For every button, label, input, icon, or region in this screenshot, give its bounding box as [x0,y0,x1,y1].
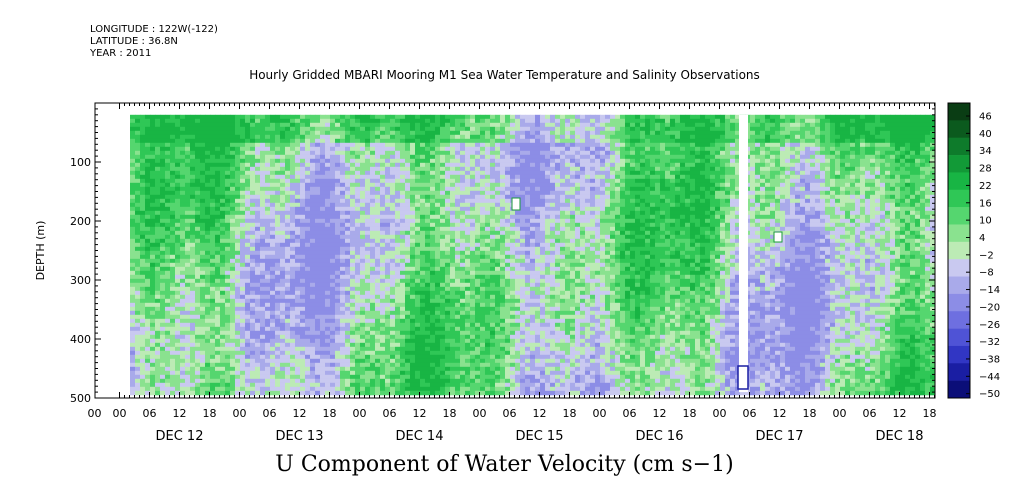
x-tick-label: 12 [893,407,907,420]
longitude-label: LONGITUDE : 122W(-122) [90,24,218,35]
colorbar-label: 28 [979,164,992,175]
y-tick-label: 500 [70,392,91,405]
colorbar-label: −32 [979,337,1000,348]
x-tick-label: 18 [443,407,457,420]
x-tick-label: 18 [323,407,337,420]
y-tick-label: 300 [70,274,91,287]
colorbar-swatch [948,137,970,156]
x-day-label: DEC 15 [516,429,564,444]
missing-data-patch [737,365,749,390]
x-tick-label: 18 [683,407,697,420]
colorbar-label: 10 [979,216,992,227]
axes: 100 200 300 400 500 DEPTH (m) 00 06 12 18 00 06 12 18… [34,102,937,444]
x-tick-label: 00 [833,407,847,420]
colorbar: 46 40 34 28 22 16 10 4 −2 −8 −14 −20 −26 −32 −38 −44 −50 [947,102,1000,400]
colorbar-label: 22 [979,181,992,192]
colorbar-label: −44 [979,372,1000,383]
x-day-label: DEC 18 [876,429,924,444]
x-tick-label: 06 [503,407,517,420]
colorbar-swatch [948,276,970,295]
x-day-label: DEC 14 [396,429,444,444]
x-tick-label: 00 [113,407,127,420]
colorbar-swatch [948,241,970,260]
colorbar-label: 40 [979,129,992,140]
x-tick-label: 18 [203,407,217,420]
metadata-block: LONGITUDE : 122W(-122) LATITUDE : 36.8N … [90,24,218,60]
colorbar-swatch [948,380,970,399]
x-tick-label: 00 [473,407,487,420]
colorbar-swatch [948,363,970,381]
x-tick-label: 18 [923,407,937,420]
colorbar-swatch [948,189,970,208]
x-tick-label: 06 [263,407,277,420]
colorbar-label: −8 [979,268,994,279]
colorbar-swatch [948,207,970,225]
x-tick-label: 00 [353,407,367,420]
x-tick-label: 06 [383,407,397,420]
y-tick-label: 100 [70,156,91,169]
colorbar-label: 46 [979,112,992,123]
colorbar-label: 16 [979,198,992,209]
x-tick-label: 06 [863,407,877,420]
x-tick-label: 12 [773,407,787,420]
x-tick-label: 00 [593,407,607,420]
x-tick-label: 06 [623,407,637,420]
y-tick-label: 400 [70,333,91,346]
x-tick-label: 00 [233,407,247,420]
x-tick-label: 00 [88,407,102,420]
colorbar-swatch [948,311,970,329]
colorbar-swatch [948,293,970,312]
heatmap-field [130,114,935,396]
x-tick-label: 12 [413,407,427,420]
y-tick-label: 200 [70,215,91,228]
year-label: YEAR : 2011 [90,48,152,59]
colorbar-label: −26 [979,320,1000,331]
colorbar-swatch [948,259,970,277]
x-tick-label: 06 [743,407,757,420]
colorbar-label: −38 [979,354,1000,365]
x-tick-label: 00 [713,407,727,420]
x-day-label: DEC 12 [156,429,204,444]
colorbar-swatch [948,103,970,121]
x-day-label: DEC 17 [756,429,804,444]
x-tick-label: 06 [143,407,157,420]
colorbar-swatch [948,328,970,347]
x-tick-label: 12 [293,407,307,420]
x-tick-label: 18 [803,407,817,420]
y-axis-label: DEPTH (m) [34,221,47,281]
x-tick-label: 18 [563,407,577,420]
colorbar-swatch [948,345,970,364]
x-day-label: DEC 16 [636,429,684,444]
variable-title: U Component of Water Velocity (cm s−1) [275,452,734,477]
colorbar-swatch [948,172,970,191]
missing-data-patch [773,231,783,243]
colorbar-label: −2 [979,250,994,261]
colorbar-swatch [948,224,970,243]
x-tick-label: 12 [653,407,667,420]
colorbar-label: −20 [979,302,1000,313]
colorbar-swatch [948,155,970,173]
colorbar-label: 4 [979,233,985,244]
colorbar-label: 34 [979,146,992,157]
colorbar-swatch [948,120,970,139]
x-tick-label: 12 [533,407,547,420]
colorbar-label: −14 [979,285,1000,296]
x-tick-label: 12 [173,407,187,420]
x-day-label: DEC 13 [276,429,324,444]
missing-data-gap [739,114,748,393]
latitude-label: LATITUDE : 36.8N [90,36,178,47]
chart-title: Hourly Gridded MBARI Mooring M1 Sea Wate… [249,68,760,82]
plot-area [130,114,935,396]
colorbar-frame [947,102,971,399]
missing-data-patch [511,197,521,211]
colorbar-label: −50 [979,389,1000,400]
